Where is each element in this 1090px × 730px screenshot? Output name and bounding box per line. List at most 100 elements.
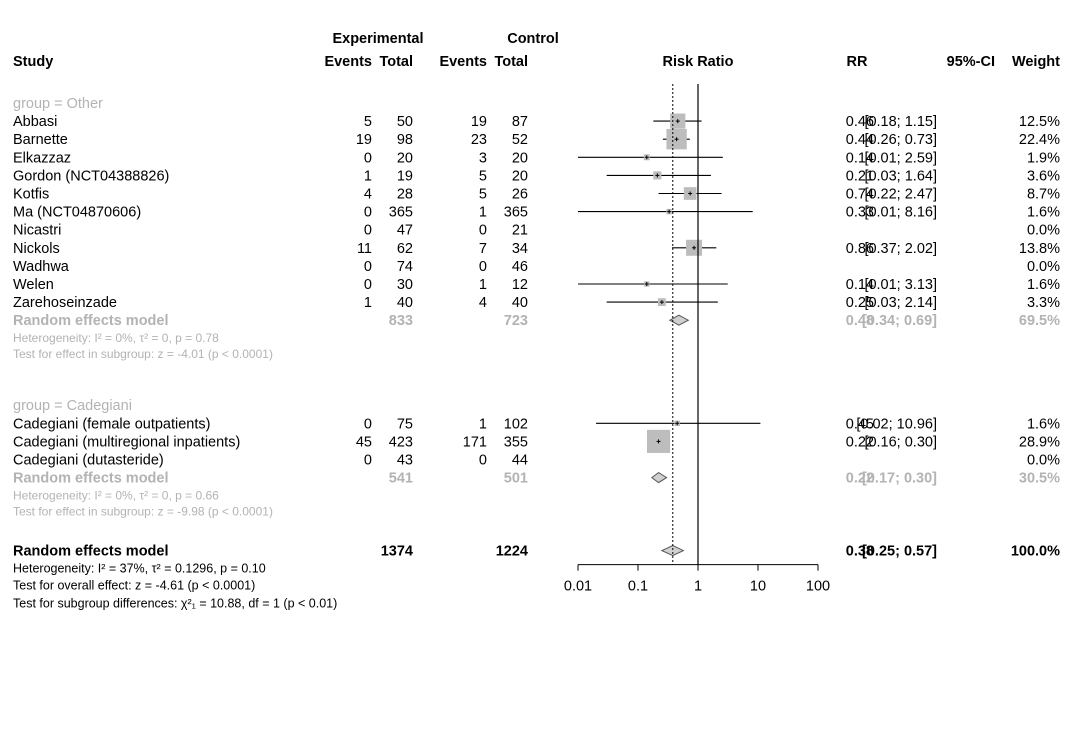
ci-value: [0.22; 2.47] [864, 187, 937, 203]
exp-total: 50 [397, 114, 413, 130]
rr-value: 0.33 [846, 205, 874, 221]
header-risk-ratio: Risk Ratio [663, 54, 734, 70]
weight-value: 1.6% [1027, 277, 1060, 293]
study-name: Welen [13, 277, 54, 293]
study-name: Nickols [13, 241, 60, 257]
overall-diamond [660, 545, 685, 557]
ci-value: [0.01; 8.16] [864, 205, 937, 221]
x-tick-label: 10 [750, 579, 766, 595]
overall-ci: [0.25; 0.57] [862, 544, 937, 560]
study-name: Cadegiani (dutasteride) [13, 453, 164, 469]
exp-events: 0 [364, 205, 372, 221]
exp-total: 74 [397, 259, 413, 275]
exp-total: 365 [389, 205, 413, 221]
weight-value: 8.7% [1027, 187, 1060, 203]
rr-value: 0.46 [846, 114, 874, 130]
header-weight: Weight [1012, 54, 1060, 70]
ctrl-events: 1 [479, 277, 487, 293]
ci-value: [0.26; 0.73] [864, 132, 937, 148]
ctrl-events: 4 [479, 295, 487, 311]
exp-total: 62 [397, 241, 413, 257]
ctrl-events: 7 [479, 241, 487, 257]
x-tick-label: 0.1 [628, 579, 648, 595]
ctrl-events: 1 [479, 416, 487, 432]
ctrl-events: 0 [479, 259, 487, 275]
ci-value: [0.01; 2.59] [864, 150, 937, 166]
ctrl-total: 40 [512, 295, 528, 311]
rr-value: 0.86 [846, 241, 874, 257]
subgroup-test: Test for effect in subgroup: z = -9.98 (… [13, 505, 273, 519]
header-ctrl-events: Events [439, 54, 487, 70]
exp-events: 1 [364, 295, 372, 311]
weight-value: 0.0% [1027, 259, 1060, 275]
header-ctrl-total: Total [494, 54, 528, 70]
exp-events: 11 [357, 241, 372, 257]
study-name: Abbasi [13, 114, 57, 130]
ctrl-total: 21 [512, 223, 528, 239]
ctrl-total: 355 [504, 434, 528, 450]
subgroup-ci: [0.34; 0.69] [862, 313, 937, 329]
ci-value: [0.03; 2.14] [864, 295, 937, 311]
header-ci: 95%-CI [947, 54, 995, 70]
weight-value: 28.9% [1019, 434, 1060, 450]
study-name: Elkazzaz [13, 150, 71, 166]
header-experimental: Experimental [332, 31, 423, 47]
ci-value: [0.02; 10.96] [856, 416, 937, 432]
overall-ctrl-total: 1224 [496, 544, 528, 560]
study-name: Nicastri [13, 223, 61, 239]
ctrl-events: 5 [479, 168, 487, 184]
ctrl-total: 12 [512, 277, 528, 293]
ctrl-events: 3 [479, 150, 487, 166]
overall-weight: 100.0% [1011, 544, 1060, 560]
x-axis: 0.01 0.1 1 10 100 [564, 564, 830, 595]
rr-value: 0.74 [846, 187, 874, 203]
ctrl-events: 1 [479, 205, 487, 221]
weight-value: 0.0% [1027, 223, 1060, 239]
exp-total: 40 [397, 295, 413, 311]
subgroup-heterogeneity: Heterogeneity: I² = 0%, τ² = 0, p = 0.66 [13, 489, 219, 503]
subgroup-heterogeneity: Heterogeneity: I² = 0%, τ² = 0, p = 0.78 [13, 331, 219, 345]
forest-marks [578, 84, 761, 565]
ctrl-total: 365 [504, 205, 528, 221]
subgroup-diamond [668, 314, 690, 326]
group-label: group = Other [13, 96, 103, 112]
x-tick-label: 0.01 [564, 579, 592, 595]
subgroup-ctrl-total: 501 [504, 471, 528, 487]
weight-value: 1.6% [1027, 416, 1060, 432]
subgroup-ctrl-total: 723 [504, 313, 528, 329]
rr-value: 0.44 [846, 132, 874, 148]
exp-events: 0 [364, 259, 372, 275]
study-name: Gordon (NCT04388826) [13, 168, 169, 184]
ctrl-total: 20 [512, 168, 528, 184]
rr-value: 0.14 [846, 277, 874, 293]
ctrl-total: 46 [512, 259, 528, 275]
exp-events: 0 [364, 150, 372, 166]
study-name: Zarehoseinzade [13, 295, 117, 311]
subgroup-test: Test for effect in subgroup: z = -4.01 (… [13, 347, 273, 361]
header-study: Study [13, 54, 53, 70]
exp-events: 19 [356, 132, 372, 148]
ci-value: [0.16; 0.30] [864, 434, 937, 450]
header-control: Control [507, 31, 559, 47]
subgroup-summary-label: Random effects model [13, 471, 169, 487]
exp-events: 0 [364, 277, 372, 293]
ctrl-events: 5 [479, 187, 487, 203]
exp-events: 0 [364, 453, 372, 469]
exp-total: 20 [397, 150, 413, 166]
ctrl-events: 19 [471, 114, 487, 130]
exp-total: 28 [397, 187, 413, 203]
column-headers: Experimental Control Study Events Total … [13, 31, 1060, 70]
weight-value: 12.5% [1019, 114, 1060, 130]
x-tick-label: 100 [806, 579, 830, 595]
rr-value: 0.22 [846, 434, 874, 450]
ctrl-events: 0 [479, 453, 487, 469]
study-name: Cadegiani (female outpatients) [13, 416, 210, 432]
weight-value: 1.6% [1027, 205, 1060, 221]
subgroup-weight: 30.5% [1019, 471, 1060, 487]
ctrl-events: 23 [471, 132, 487, 148]
overall-summary-label: Random effects model [13, 544, 169, 560]
ctrl-events: 0 [479, 223, 487, 239]
subgroup-weight: 69.5% [1019, 313, 1060, 329]
study-name: Cadegiani (multiregional inpatients) [13, 434, 240, 450]
